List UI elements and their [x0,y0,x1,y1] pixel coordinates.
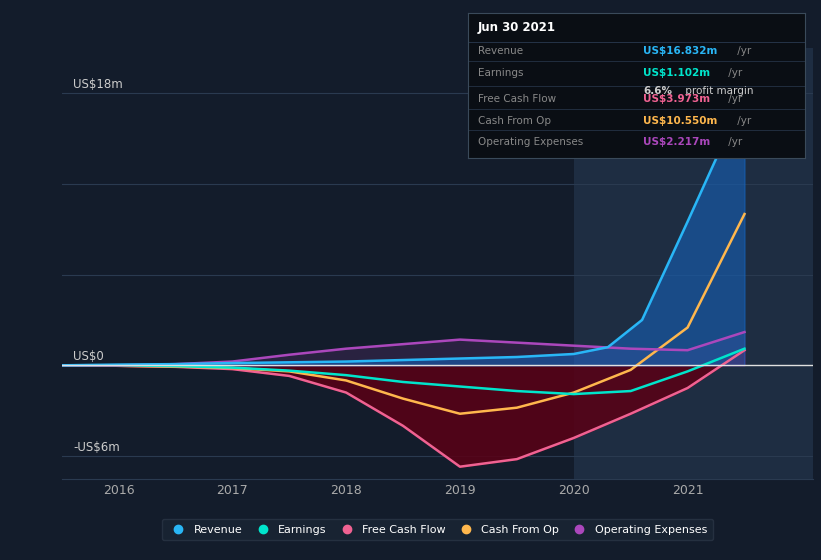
Text: US$2.217m: US$2.217m [643,137,710,147]
Text: /yr: /yr [734,116,751,126]
Text: US$0: US$0 [73,350,103,363]
Text: profit margin: profit margin [681,86,753,96]
Text: -US$6m: -US$6m [73,441,120,454]
Text: Free Cash Flow: Free Cash Flow [478,94,556,104]
Text: /yr: /yr [734,46,751,56]
Text: Jun 30 2021: Jun 30 2021 [478,21,556,34]
Text: /yr: /yr [725,137,742,147]
Text: Cash From Op: Cash From Op [478,116,551,126]
Text: 6.6%: 6.6% [643,86,672,96]
Text: US$1.102m: US$1.102m [643,68,710,78]
Text: US$18m: US$18m [73,78,122,91]
Text: Earnings: Earnings [478,68,524,78]
Text: US$10.550m: US$10.550m [643,116,718,126]
Bar [574,48,813,479]
Text: Revenue: Revenue [478,46,523,56]
Text: /yr: /yr [725,68,742,78]
Text: US$3.973m: US$3.973m [643,94,710,104]
Text: US$16.832m: US$16.832m [643,46,718,56]
Legend: Revenue, Earnings, Free Cash Flow, Cash From Op, Operating Expenses: Revenue, Earnings, Free Cash Flow, Cash … [162,519,713,540]
Text: /yr: /yr [725,94,742,104]
Text: Operating Expenses: Operating Expenses [478,137,583,147]
